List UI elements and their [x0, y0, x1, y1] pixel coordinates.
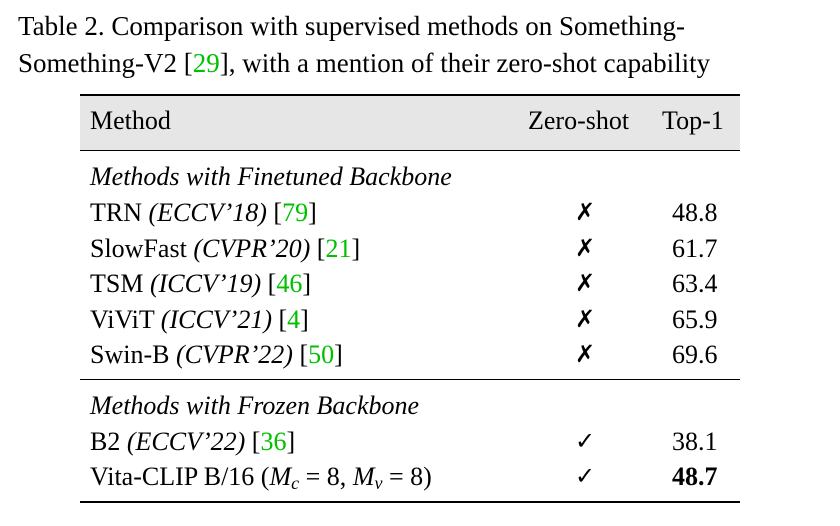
- check-mark-icon: ✓: [574, 462, 596, 490]
- math-sub-c: c: [291, 473, 300, 493]
- method-cell: Swin-B (CVPR’22) [50]: [90, 340, 343, 369]
- math-eq2: = 8): [382, 462, 432, 491]
- math-eq1: = 8,: [299, 462, 353, 491]
- method-cell: TRN (ECCV’18) [79]: [90, 198, 317, 227]
- header-rule: [80, 150, 740, 151]
- method-name: TSM: [90, 269, 150, 298]
- caption-text-2b: ], with a mention of their zero-shot cap…: [219, 48, 711, 78]
- method-name: B2: [90, 426, 127, 456]
- group-title-frozen: Methods with Frozen Backbone: [90, 390, 420, 420]
- citation-link[interactable]: 21: [325, 233, 352, 263]
- method-name: TRN: [90, 198, 149, 227]
- top1-value: 48.8: [672, 198, 718, 227]
- citation-link[interactable]: 46: [276, 269, 303, 298]
- top1-value: 69.6: [672, 340, 718, 369]
- method-cell: TSM (ICCV’19) [46]: [90, 269, 312, 298]
- method-venue: (ICCV’19): [149, 269, 262, 298]
- table-caption: Table 2. Comparison with supervised meth…: [18, 8, 828, 82]
- table-row: SlowFast (CVPR’20) [21] ✗ 61.7: [80, 231, 740, 267]
- method-cell: Vita-CLIP B/16 (Mc = 8, Mv = 8): [90, 459, 432, 502]
- header-method: Method: [90, 106, 171, 135]
- group-separator-rule: [80, 378, 740, 380]
- top-rule: [80, 94, 740, 96]
- bottom-rule: [80, 500, 740, 503]
- cross-mark-icon: ✗: [574, 340, 596, 368]
- caption-line-2: Something-V2 [29], with a mention of the…: [18, 45, 828, 82]
- top1-value: 38.1: [672, 426, 718, 456]
- vita-name: Vita-CLIP B/16 (: [90, 462, 270, 491]
- table-row: ViViT (ICCV’21) [4] ✗ 65.9: [80, 302, 740, 338]
- method-venue: (ECCV’22): [126, 426, 246, 456]
- group-finetuned: Methods with Finetuned Backbone TRN (ECC…: [80, 159, 740, 373]
- method-cell: B2 (ECCV’22) [36]: [90, 426, 296, 456]
- cross-mark-icon: ✗: [574, 269, 596, 297]
- group-frozen: Methods with Frozen Backbone B2 (ECCV’22…: [80, 388, 740, 495]
- method-venue: (CVPR’20): [193, 233, 311, 263]
- method-name: SlowFast: [90, 233, 194, 263]
- top1-value: 61.7: [672, 233, 718, 263]
- header-top1: Top-1: [662, 106, 724, 135]
- cross-mark-icon: ✗: [574, 198, 596, 226]
- cross-mark-icon: ✗: [574, 233, 596, 262]
- method-name: ViViT: [90, 304, 161, 334]
- method-cell: SlowFast (CVPR’20) [21]: [90, 233, 361, 263]
- table-row: Vita-CLIP B/16 (Mc = 8, Mv = 8) ✓ 48.7: [80, 459, 740, 495]
- caption-citation-link[interactable]: 29: [192, 48, 220, 78]
- header-zero-shot: Zero-shot: [528, 106, 630, 135]
- caption-text-2a: Something-V2 [: [18, 48, 193, 78]
- table-row: B2 (ECCV’22) [36] ✓ 38.1: [80, 424, 740, 460]
- method-name: Swin-B: [90, 340, 176, 369]
- math-m2: M: [352, 462, 375, 491]
- table-row: TRN (ECCV’18) [79] ✗ 48.8: [80, 195, 740, 231]
- method-venue: (ICCV’21): [160, 304, 272, 334]
- table-header-row: Method Zero-shot Top-1: [80, 96, 740, 150]
- citation-link[interactable]: 4: [287, 304, 301, 334]
- table-row: TSM (ICCV’19) [46] ✗ 63.4: [80, 266, 740, 302]
- cross-mark-icon: ✗: [574, 304, 596, 333]
- math-sub-v: v: [374, 473, 383, 493]
- method-venue: (CVPR’22): [175, 340, 293, 369]
- check-mark-icon: ✓: [574, 426, 596, 455]
- caption-text-1: Table 2. Comparison with supervised meth…: [18, 11, 686, 41]
- top1-value: 65.9: [672, 304, 718, 334]
- caption-line-1: Table 2. Comparison with supervised meth…: [18, 8, 828, 45]
- citation-link[interactable]: 36: [260, 426, 287, 456]
- method-cell: ViViT (ICCV’21) [4]: [90, 304, 309, 334]
- top1-value-best: 48.7: [672, 462, 718, 491]
- method-venue: (ECCV’18): [148, 198, 267, 227]
- top1-value: 63.4: [672, 269, 718, 298]
- citation-link[interactable]: 79: [282, 198, 309, 227]
- group-title-finetuned: Methods with Finetuned Backbone: [90, 162, 452, 191]
- table-row: Swin-B (CVPR’22) [50] ✗ 69.6: [80, 337, 740, 373]
- comparison-table: Method Zero-shot Top-1 Methods with Fine…: [80, 94, 740, 503]
- citation-link[interactable]: 50: [308, 340, 335, 369]
- math-m: M: [269, 462, 292, 491]
